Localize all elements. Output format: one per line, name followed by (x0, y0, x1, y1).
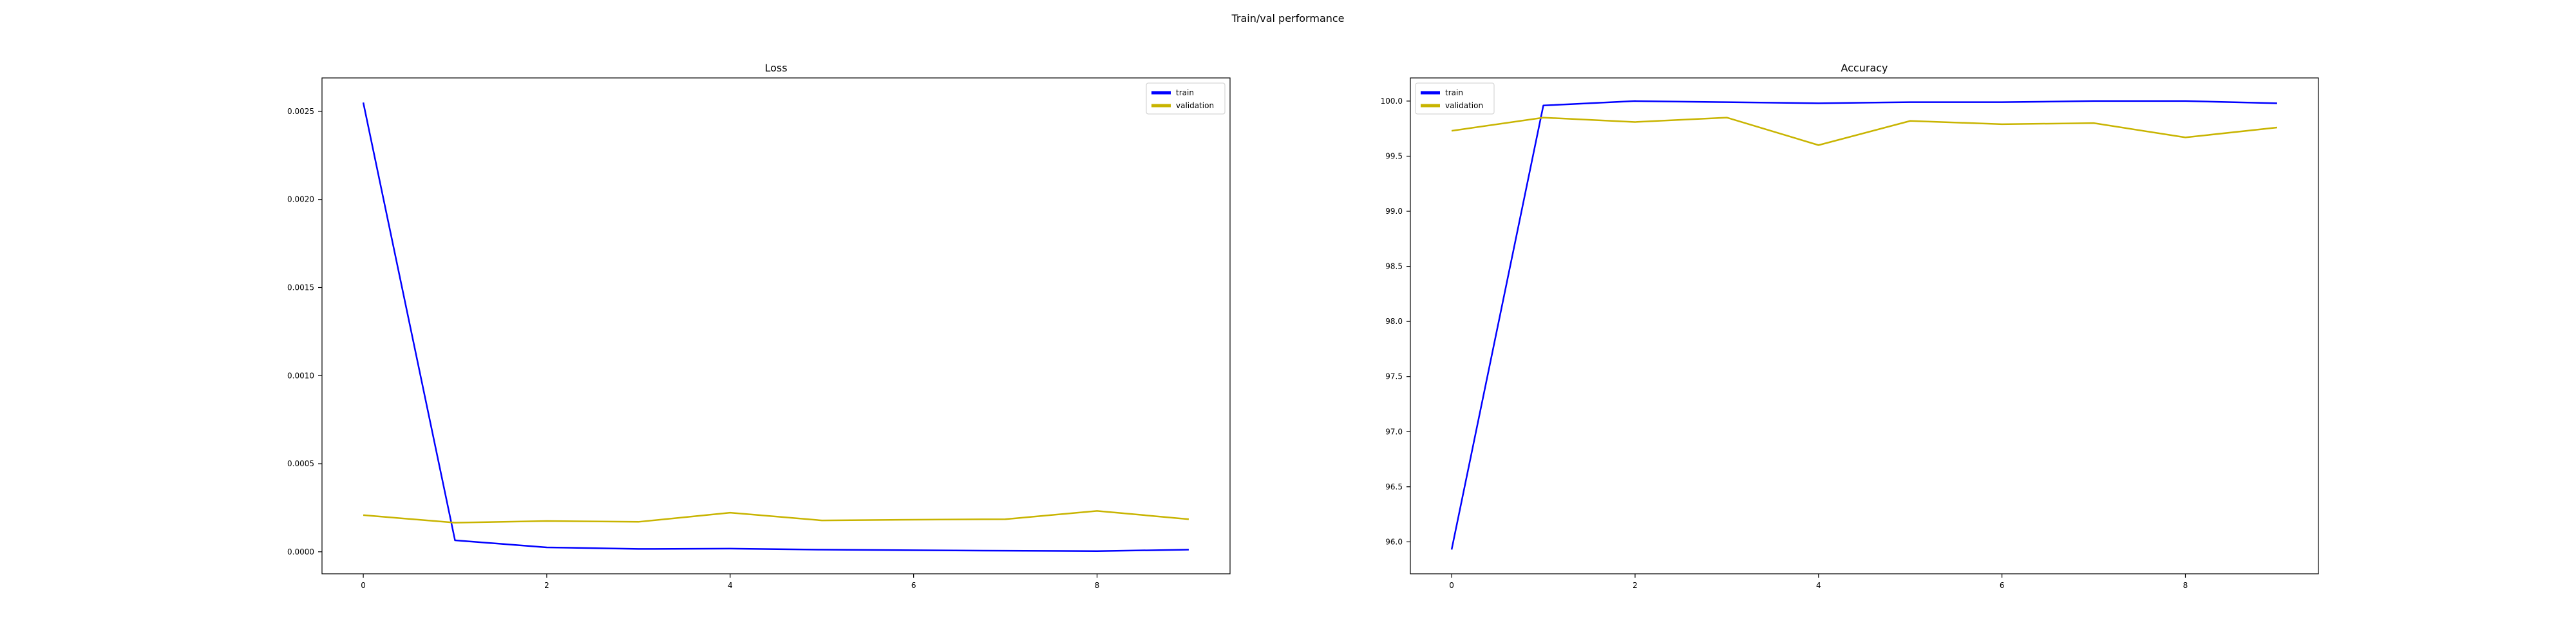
accuracy-ytick-label: 97.0 (1385, 427, 1403, 436)
accuracy-train-line (1450, 100, 2277, 550)
loss-xtick-label: 4 (728, 581, 733, 590)
loss-chart-title: Loss (764, 62, 787, 74)
accuracy-xtick-label: 8 (2183, 581, 2188, 590)
accuracy-ytick-label: 98.5 (1385, 262, 1403, 271)
loss-train-line (362, 102, 1189, 552)
accuracy-ytick-label: 96.5 (1385, 482, 1403, 491)
accuracy-ytick-label: 99.5 (1385, 151, 1403, 160)
accuracy-legend: train validation (1415, 82, 1495, 115)
accuracy-validation-line (1451, 117, 2278, 146)
loss-ytick-label: 0.0020 (287, 195, 314, 204)
accuracy-legend-label-validation: validation (1445, 101, 1483, 110)
loss-xtick-label: 8 (1095, 581, 1100, 590)
loss-validation-line (363, 510, 1189, 524)
loss-chart: Loss 0 2 4 6 8 0.0000 0.0005 0.0010 0.0015 0.0020 0… (287, 62, 1231, 590)
accuracy-ytick-label: 98.0 (1385, 317, 1403, 326)
loss-legend-label-validation: validation (1176, 101, 1214, 110)
loss-ytick-label: 0.0000 (287, 547, 314, 556)
loss-ytick-label: 0.0010 (287, 371, 314, 380)
accuracy-ytick-label: 96.0 (1385, 537, 1403, 546)
loss-axes-frame (321, 77, 1231, 574)
loss-ytick-label: 0.0005 (287, 459, 314, 468)
accuracy-ytick-label: 99.0 (1385, 207, 1403, 216)
loss-ytick-label: 0.0025 (287, 107, 314, 116)
accuracy-xtick-label: 2 (1633, 581, 1638, 590)
loss-xtick-label: 6 (911, 581, 916, 590)
loss-xtick-label: 0 (361, 581, 366, 590)
figure-title: Train/val performance (1231, 12, 1344, 24)
accuracy-legend-label-train: train (1445, 88, 1463, 97)
loss-legend: train validation (1146, 82, 1226, 115)
loss-xtick-label: 2 (544, 581, 549, 590)
accuracy-chart-title: Accuracy (1841, 62, 1888, 74)
accuracy-ytick-label: 100.0 (1381, 97, 1403, 106)
accuracy-ytick-label: 97.5 (1385, 372, 1403, 381)
accuracy-chart: Accuracy 0 2 4 6 8 96.0 96.5 97.0 97.5 98.0 98.5 99.… (1381, 62, 2319, 590)
accuracy-xtick-label: 6 (2000, 581, 2005, 590)
loss-ytick-label: 0.0015 (287, 283, 314, 292)
loss-legend-label-train: train (1176, 88, 1194, 97)
accuracy-xtick-label: 4 (1816, 581, 1821, 590)
accuracy-axes-frame (1410, 77, 2319, 574)
accuracy-xtick-label: 0 (1449, 581, 1454, 590)
